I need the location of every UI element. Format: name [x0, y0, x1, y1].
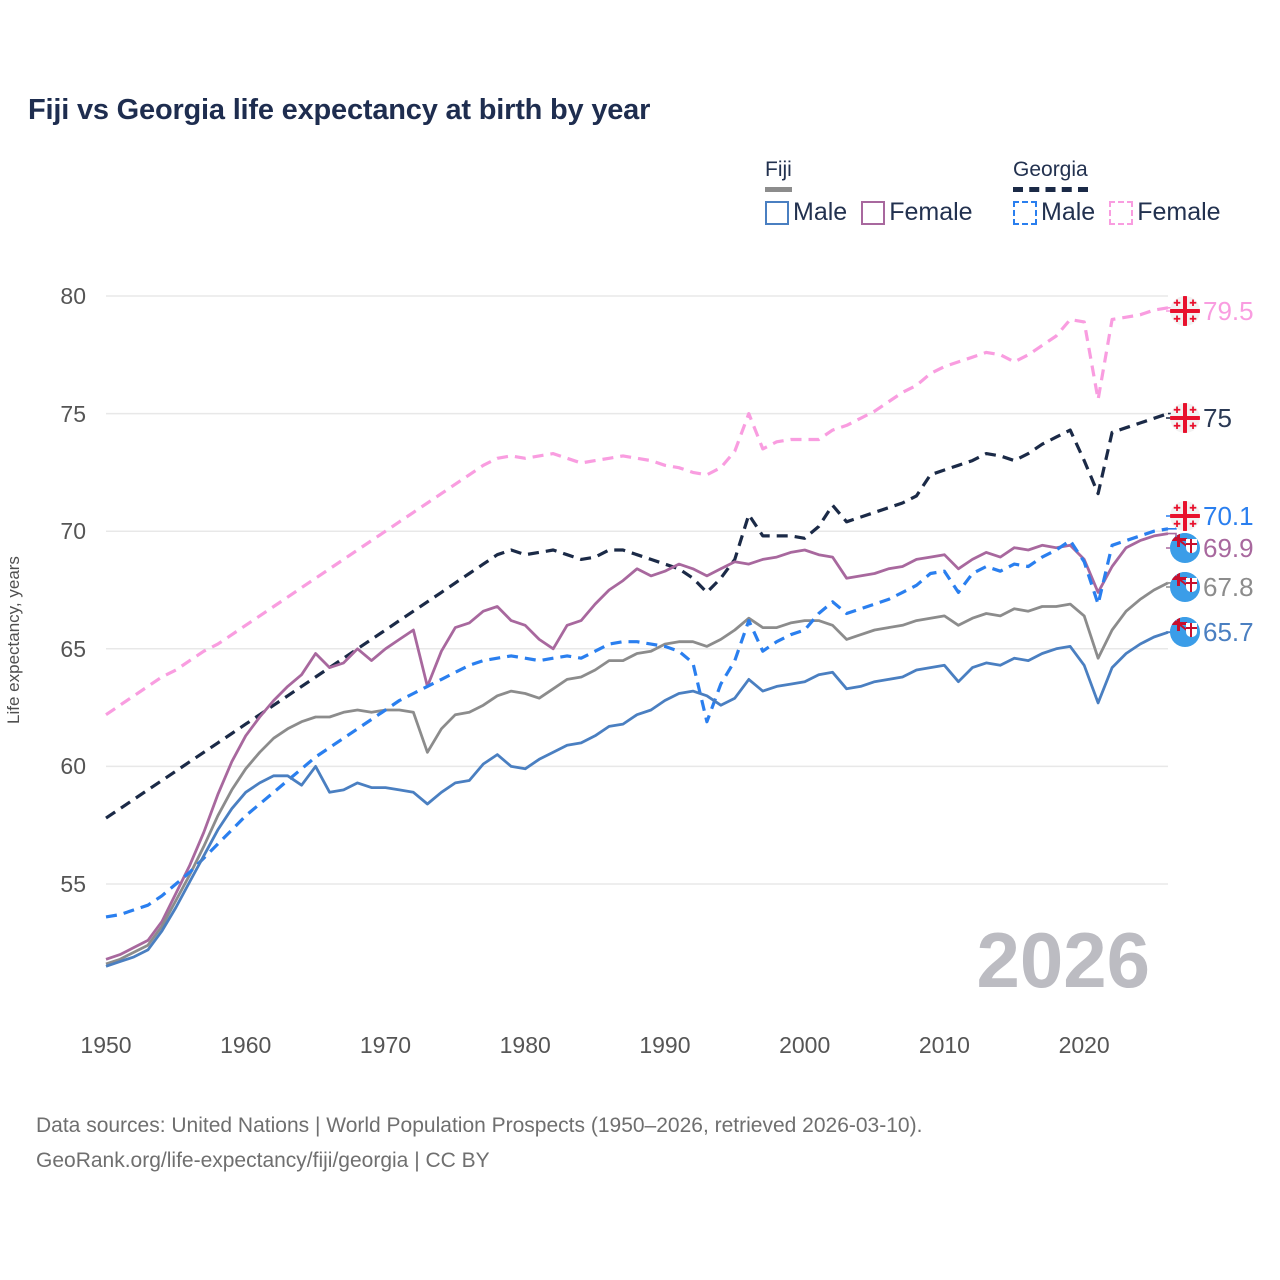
legend-label-fiji-female: Female — [889, 198, 973, 226]
fiji-flag-icon — [1170, 572, 1200, 602]
legend-swatch-icon-fiji-male — [765, 200, 789, 225]
y-tick-55: 55 — [60, 871, 86, 897]
series-line-georgia-female — [105, 306, 1169, 717]
y-tick-65: 65 — [60, 635, 86, 662]
footer-data-sources: Data sources: United Nations | World Pop… — [36, 1114, 923, 1137]
x-tick-2020: 2020 — [1058, 1032, 1110, 1058]
series-line-fiji-female — [105, 532, 1169, 961]
fiji-flag-icon — [1170, 617, 1200, 647]
legend-item-georgia-female[interactable]: Female — [1109, 198, 1221, 226]
legend-label-fiji-male: Male — [793, 198, 848, 226]
georgia-flag-icon: ✚ ✚ ✚ ✚ — [1170, 296, 1200, 326]
page-title: Fiji vs Georgia life expectancy at birth… — [28, 94, 651, 126]
end-label-value: 67.8 — [1203, 572, 1254, 602]
legend-country-fiji: Fiji — [765, 158, 792, 192]
end-label-georgia-total[interactable]: ✚ ✚ ✚ ✚ 75 — [1170, 403, 1232, 433]
end-label-value: 70.1 — [1203, 501, 1254, 531]
end-label-fiji-total[interactable]: 67.8 — [1170, 572, 1254, 602]
end-label-fiji-female[interactable]: 69.9 — [1170, 533, 1254, 563]
series-line-fiji-total — [105, 581, 1169, 966]
end-label-value: 79.5 — [1203, 296, 1254, 326]
end-label-value: 69.9 — [1203, 533, 1254, 563]
x-tick-1970: 1970 — [359, 1032, 412, 1058]
legend-swatch-icon-georgia-female — [1109, 200, 1134, 225]
legend-swatch-icon-georgia-male — [1013, 200, 1037, 225]
x-tick-1950: 1950 — [80, 1032, 132, 1058]
footer: Data sources: United Nations | World Pop… — [36, 1108, 1236, 1178]
y-tick-70: 70 — [60, 518, 86, 545]
legend-country-label-fiji: Fiji — [765, 158, 792, 181]
legend-label-georgia-female: Female — [1137, 198, 1221, 226]
series-line-fiji-male — [105, 630, 1169, 968]
legend-group-fiji: Fiji Male Female — [765, 158, 973, 225]
legend-country-label-georgia: Georgia — [1013, 158, 1088, 181]
end-label-fiji-male[interactable]: 65.7 — [1170, 617, 1254, 647]
legend-country-georgia: Georgia — [1013, 158, 1088, 192]
series-line-georgia-male — [105, 527, 1169, 919]
y-tick-80: 80 — [60, 283, 86, 309]
legend-item-fiji-female[interactable]: Female — [861, 198, 973, 226]
end-label-value: 65.7 — [1203, 617, 1254, 647]
legend-item-georgia-male[interactable]: Male — [1013, 200, 1095, 225]
footer-attribution: GeoRank.org/life-expectancy/fiji/georgia… — [36, 1149, 490, 1172]
georgia-flag-icon: ✚ ✚ ✚ ✚ — [1170, 403, 1200, 433]
legend-rule-georgia — [1013, 187, 1088, 192]
x-tick-1980: 1980 — [499, 1032, 551, 1058]
georgia-flag-icon: ✚ ✚ ✚ ✚ — [1170, 501, 1200, 531]
legend-rule-fiji — [765, 187, 792, 192]
year-watermark: 2026 — [976, 916, 1150, 1004]
end-label-value: 75 — [1203, 403, 1232, 433]
legend-item-fiji-male[interactable]: Male — [765, 200, 847, 225]
x-tick-2010: 2010 — [918, 1032, 970, 1058]
y-tick-75: 75 — [60, 400, 86, 427]
legend-label-georgia-male: Male — [1041, 198, 1096, 226]
x-tick-2000: 2000 — [779, 1032, 831, 1058]
y-tick-60: 60 — [60, 753, 86, 780]
series-line-georgia-total — [105, 412, 1169, 820]
chart-legend: Fiji Male Female Georgia — [755, 158, 1255, 244]
legend-group-georgia: Georgia Male Female — [1013, 158, 1221, 225]
x-tick-1960: 1960 — [220, 1032, 272, 1058]
end-label-georgia-male[interactable]: ✚ ✚ ✚ ✚ 70.1 — [1170, 501, 1254, 531]
legend-swatch-icon-fiji-female — [861, 200, 886, 225]
x-tick-1990: 1990 — [639, 1032, 691, 1058]
end-label-georgia-female[interactable]: ✚ ✚ ✚ ✚ 79.5 — [1170, 296, 1254, 326]
fiji-flag-icon — [1170, 533, 1200, 563]
